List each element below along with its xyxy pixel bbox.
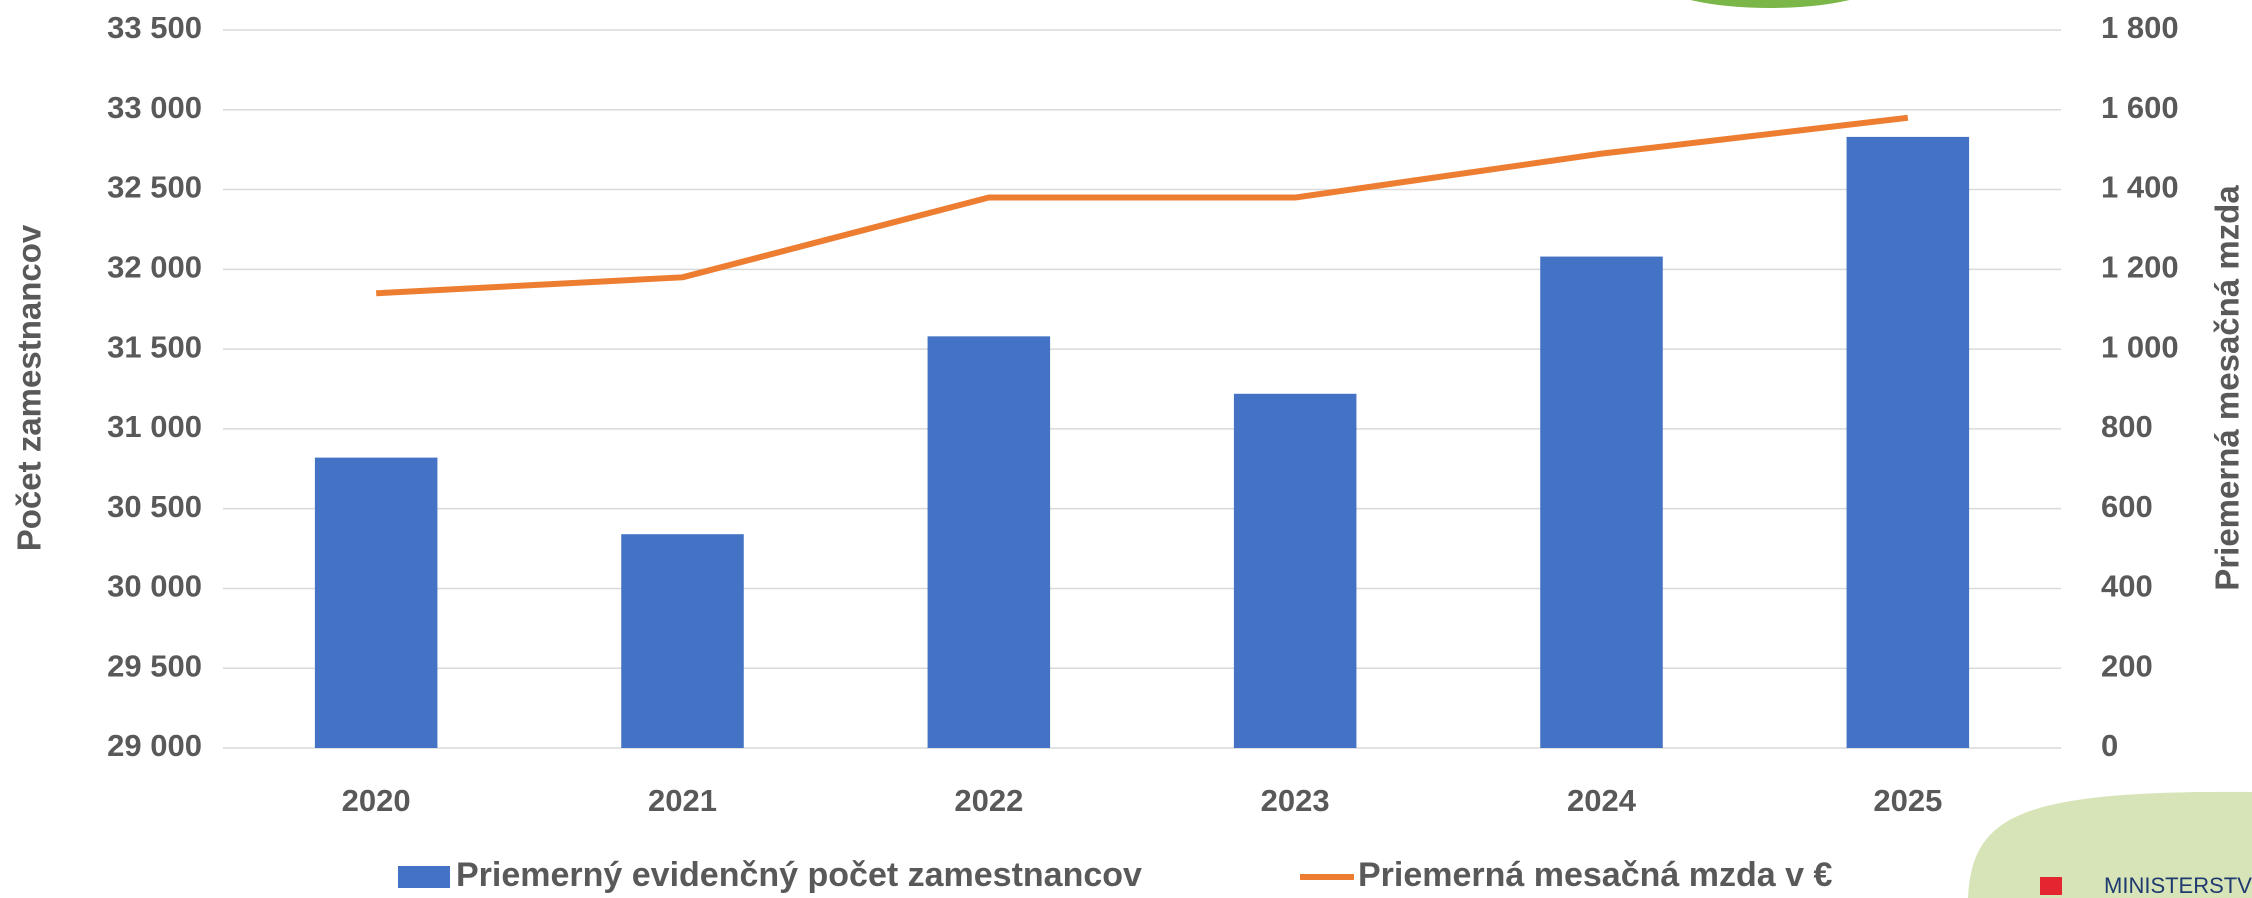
bar xyxy=(1846,136,1970,748)
y-tick-label: 31 500 xyxy=(107,329,202,364)
bar xyxy=(1233,393,1357,748)
x-tick-label: 2022 xyxy=(954,783,1023,818)
bar xyxy=(1540,256,1663,748)
y2-tick-label: 1 600 xyxy=(2101,90,2179,125)
decoration xyxy=(1690,0,1850,8)
y2-tick-label: 1 200 xyxy=(2101,250,2179,285)
x-tick-label: 2020 xyxy=(342,783,411,818)
x-tick-label: 2025 xyxy=(1873,783,1942,818)
x-tick-label: 2023 xyxy=(1261,783,1330,818)
y2-tick-label: 600 xyxy=(2101,489,2153,524)
legend-label: Priemerná mesačná mzda v € xyxy=(1358,856,1832,894)
x-tick-label: 2024 xyxy=(1567,783,1637,818)
y-axis-title: Počet zamestnancov xyxy=(11,224,48,551)
bar xyxy=(927,336,1051,748)
y2-tick-label: 1 800 xyxy=(2101,10,2179,45)
y2-tick-label: 1 000 xyxy=(2101,329,2179,364)
y2-tick-label: 800 xyxy=(2101,409,2153,444)
logo-text: MINISTERSTVO xyxy=(2104,873,2252,898)
bar xyxy=(314,457,438,748)
line xyxy=(376,114,1909,297)
decoration xyxy=(1968,791,2252,898)
x-tick-label: 2021 xyxy=(648,783,717,818)
y-tick-label: 29 000 xyxy=(107,728,202,763)
y-tick-label: 31 000 xyxy=(107,409,202,444)
y2-tick-label: 1 400 xyxy=(2101,170,2179,205)
y-tick-label: 29 500 xyxy=(107,648,202,683)
y2-tick-label: 400 xyxy=(2101,569,2153,604)
logo-flag xyxy=(2040,877,2062,895)
y-tick-label: 33 500 xyxy=(107,10,202,45)
y2-tick-label: 0 xyxy=(2101,728,2118,763)
y-tick-label: 32 500 xyxy=(107,170,202,205)
y2-axis-title: Priemerná mesačná mzda xyxy=(2209,185,2246,591)
y-tick-label: 30 000 xyxy=(107,569,202,604)
legend-swatch xyxy=(398,866,450,888)
y-tick-label: 32 000 xyxy=(107,250,202,285)
y-tick-label: 30 500 xyxy=(107,489,202,524)
legend-label: Priemerný evidenčný počet zamestnancov xyxy=(456,856,1142,894)
bar xyxy=(621,534,744,748)
y2-tick-label: 200 xyxy=(2101,648,2153,683)
y-tick-label: 33 000 xyxy=(107,90,202,125)
